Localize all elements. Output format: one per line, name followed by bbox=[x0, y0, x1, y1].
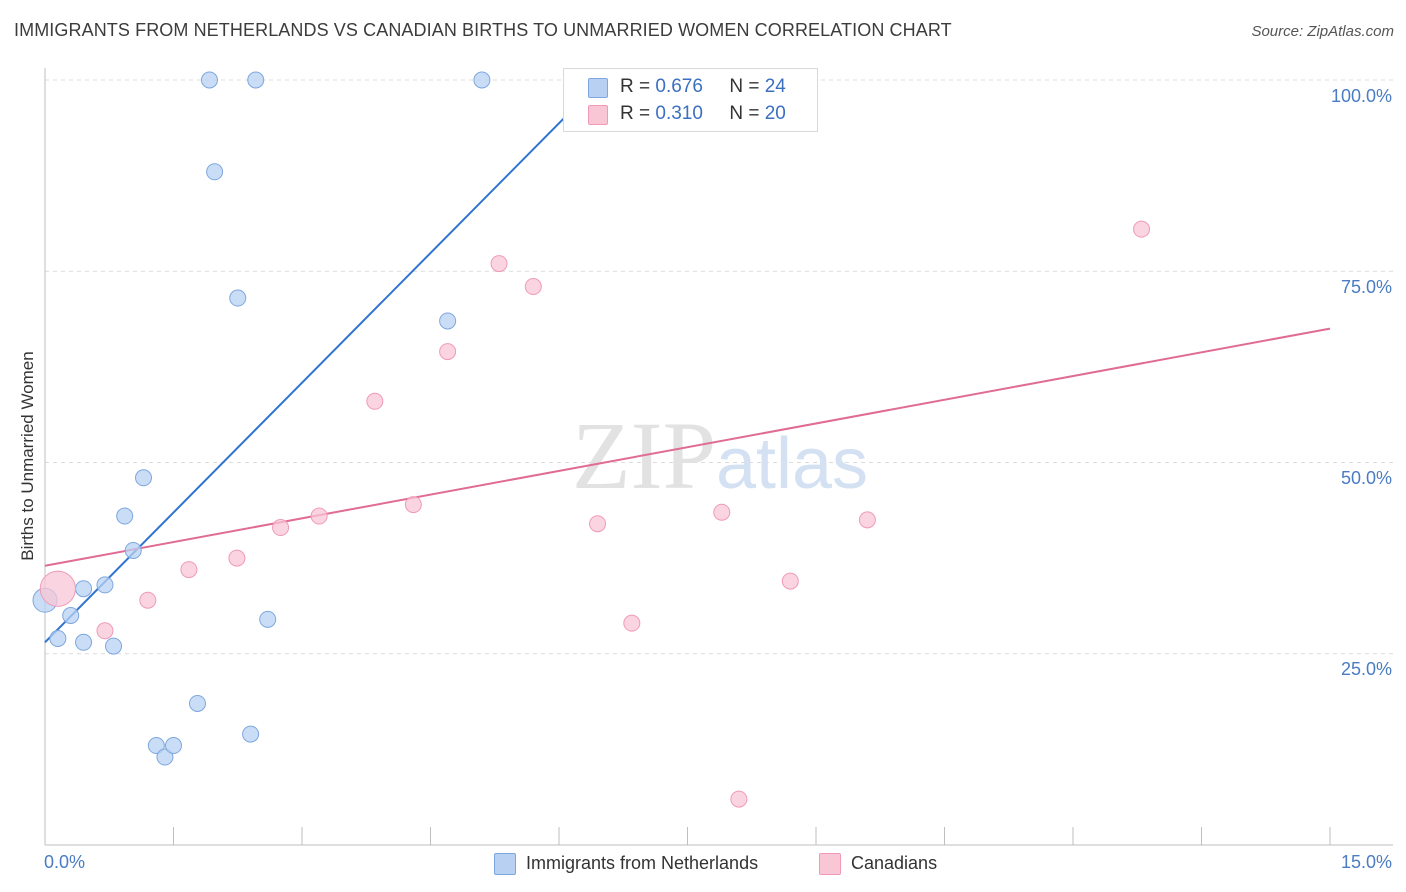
x-tick-label-min: 0.0% bbox=[44, 852, 86, 872]
point-canadians bbox=[490, 255, 508, 273]
point-netherlands bbox=[229, 289, 247, 307]
trend-line-netherlands bbox=[44, 79, 603, 643]
point-canadians bbox=[1133, 220, 1151, 238]
point-canadians bbox=[713, 503, 731, 521]
x-tick-label-max: 15.0% bbox=[1340, 852, 1392, 872]
point-netherlands bbox=[439, 312, 457, 330]
point-netherlands bbox=[62, 607, 80, 624]
legend-n-value-netherlands: 24 bbox=[764, 76, 786, 97]
point-netherlands bbox=[147, 737, 165, 755]
point-canadians bbox=[589, 515, 607, 533]
legend-n-label: N = bbox=[729, 103, 760, 124]
point-canadians bbox=[310, 507, 328, 525]
legend-n-value-canadians: 20 bbox=[764, 103, 786, 124]
watermark-text: ZIPatlas bbox=[572, 402, 868, 509]
point-canadians bbox=[180, 561, 198, 579]
point-netherlands bbox=[200, 71, 218, 89]
point-canadians bbox=[439, 343, 457, 361]
legend-swatch-canadians bbox=[588, 105, 608, 125]
series-legend: Immigrants from Netherlands Canadians bbox=[0, 852, 1406, 878]
trend-line-canadians bbox=[44, 327, 1331, 567]
point-netherlands bbox=[75, 580, 93, 598]
point-canadians bbox=[524, 278, 542, 296]
point-canadians bbox=[96, 622, 114, 640]
y-tick-label-50: 50.0% bbox=[1340, 468, 1392, 488]
point-netherlands bbox=[242, 725, 260, 743]
correlation-legend: R = 0.676 N = 24 R = 0.310 N = 20 bbox=[563, 68, 818, 132]
legend-label-canadians: Canadians bbox=[851, 853, 938, 873]
legend-r-value-netherlands: 0.676 bbox=[655, 76, 703, 97]
legend-swatch-netherlands bbox=[588, 78, 608, 98]
y-tick-label-75: 75.0% bbox=[1340, 277, 1392, 297]
data-points bbox=[32, 71, 1151, 808]
y-tick-label-100: 100.0% bbox=[1330, 86, 1392, 106]
point-netherlands bbox=[165, 737, 182, 755]
y-axis-label: Births to Unmarried Women bbox=[18, 351, 37, 561]
point-canadians bbox=[366, 392, 384, 410]
legend-swatch-netherlands bbox=[494, 853, 516, 875]
point-netherlands bbox=[473, 71, 491, 89]
legend-r-label: R = bbox=[620, 103, 651, 124]
point-netherlands bbox=[259, 610, 277, 628]
point-netherlands bbox=[156, 748, 174, 766]
watermark: ZIPatlas bbox=[572, 402, 868, 509]
chart-title: IMMIGRANTS FROM NETHERLANDS VS CANADIAN … bbox=[14, 20, 952, 40]
point-netherlands bbox=[188, 694, 206, 712]
point-netherlands bbox=[247, 71, 265, 89]
point-canadians bbox=[781, 572, 799, 590]
point-canadians bbox=[39, 570, 76, 607]
point-canadians bbox=[623, 614, 641, 632]
point-netherlands bbox=[105, 637, 123, 655]
legend-r-label: R = bbox=[620, 76, 651, 97]
point-netherlands bbox=[49, 629, 67, 647]
gridlines bbox=[45, 79, 1393, 655]
point-canadians bbox=[272, 519, 290, 537]
legend-r-value-canadians: 0.310 bbox=[655, 103, 703, 124]
point-canadians bbox=[404, 496, 422, 514]
legend-n-label: N = bbox=[729, 76, 760, 97]
point-canadians bbox=[858, 511, 876, 529]
legend-swatch-canadians bbox=[819, 853, 841, 875]
point-netherlands bbox=[75, 633, 93, 651]
point-canadians bbox=[139, 591, 157, 609]
point-netherlands bbox=[135, 469, 153, 487]
point-netherlands bbox=[116, 507, 134, 525]
point-netherlands bbox=[124, 541, 142, 559]
point-netherlands bbox=[206, 163, 224, 181]
axes bbox=[44, 68, 1393, 846]
chart-source: Source: ZipAtlas.com bbox=[1251, 23, 1394, 40]
point-canadians bbox=[730, 790, 748, 808]
legend-label-netherlands: Immigrants from Netherlands bbox=[526, 853, 759, 873]
y-tick-label-25: 25.0% bbox=[1340, 659, 1392, 679]
point-netherlands bbox=[96, 576, 114, 594]
point-canadians bbox=[228, 549, 246, 567]
